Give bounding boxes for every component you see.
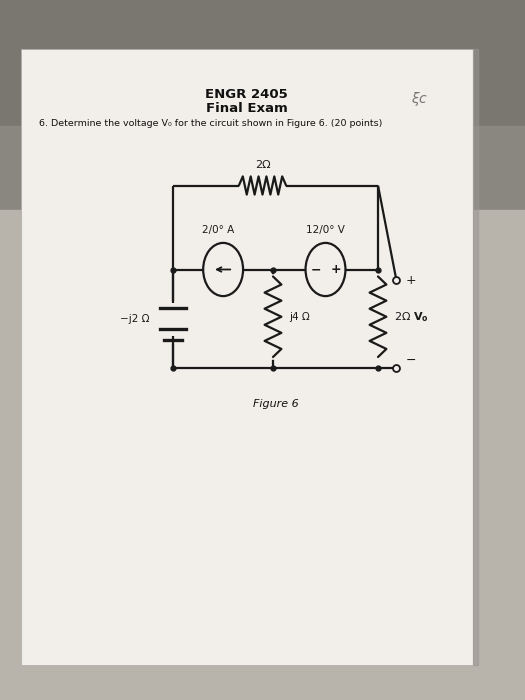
Text: −j2 Ω: −j2 Ω bbox=[120, 314, 150, 323]
Bar bbox=[0, 126, 525, 210]
Text: 2Ω: 2Ω bbox=[255, 160, 270, 170]
Circle shape bbox=[306, 243, 345, 296]
Bar bbox=[0, 210, 525, 700]
Text: Final Exam: Final Exam bbox=[206, 102, 288, 115]
Bar bbox=[472, 49, 478, 665]
Text: ENGR 2405: ENGR 2405 bbox=[205, 88, 288, 101]
FancyBboxPatch shape bbox=[21, 49, 472, 665]
Text: −: − bbox=[310, 263, 321, 276]
Text: +: + bbox=[330, 263, 341, 276]
Text: 12/0° V: 12/0° V bbox=[306, 225, 345, 235]
Bar bbox=[0, 0, 525, 126]
Text: Figure 6: Figure 6 bbox=[253, 399, 299, 409]
Circle shape bbox=[203, 243, 243, 296]
Text: −: − bbox=[406, 354, 416, 367]
Text: 2/0° A: 2/0° A bbox=[202, 225, 234, 235]
Text: +: + bbox=[406, 274, 416, 286]
Text: $\xi c$: $\xi c$ bbox=[412, 90, 428, 108]
Text: j4 Ω: j4 Ω bbox=[289, 312, 310, 322]
Text: 6. Determine the voltage V₀ for the circuit shown in Figure 6. (20 points): 6. Determine the voltage V₀ for the circ… bbox=[39, 119, 383, 127]
Text: 2Ω $\mathbf{V_o}$: 2Ω $\mathbf{V_o}$ bbox=[394, 310, 428, 323]
